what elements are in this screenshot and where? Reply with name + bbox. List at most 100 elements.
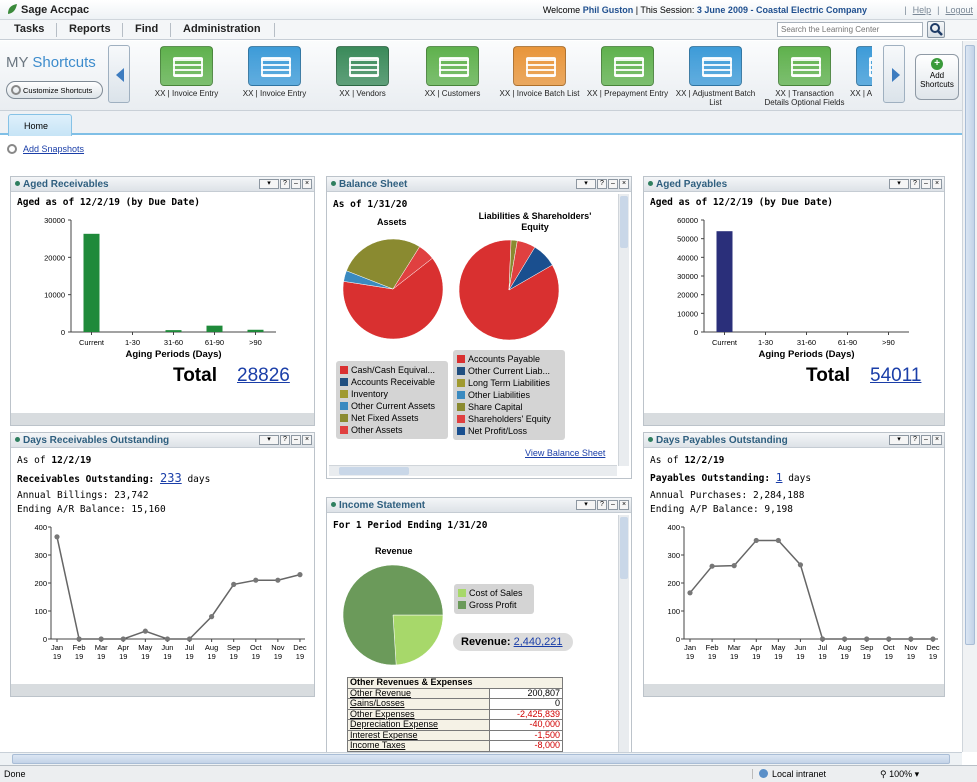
close-icon[interactable]: × <box>619 500 629 510</box>
row-label[interactable]: Other Revenue <box>347 687 490 699</box>
aged-receivables-panel: Aged Receivables ▾? – × Aged as of 12/2/19 … <box>10 176 315 426</box>
x-tick-label: >90 <box>249 338 262 347</box>
help-icon[interactable]: ? <box>597 179 607 189</box>
legend-swatch <box>340 402 348 410</box>
row-label[interactable]: Other Expenses <box>347 708 490 720</box>
table-row: Other Revenue 200,807 <box>347 687 564 699</box>
row-label[interactable]: Interest Expense <box>347 729 490 741</box>
horizontal-scrollbar[interactable] <box>329 465 617 476</box>
legend-swatch <box>457 391 465 399</box>
panel-menu-button[interactable]: ▾ <box>259 179 279 189</box>
logout-link[interactable]: Logout <box>945 5 973 15</box>
tab-home[interactable]: Home <box>8 114 72 136</box>
menu-reports[interactable]: Reports <box>69 23 111 35</box>
panel-menu-button[interactable]: ▾ <box>889 435 909 445</box>
data-point <box>775 537 781 544</box>
menu-administration[interactable]: Administration <box>183 23 261 35</box>
y-tick-label: 200 <box>667 579 680 588</box>
help-icon[interactable]: ? <box>910 435 920 445</box>
total-value[interactable]: 54011 <box>870 365 922 386</box>
minimize-icon[interactable]: – <box>608 500 618 510</box>
view-balance-sheet-link[interactable]: View Balance Sheet <box>525 448 606 458</box>
help-link[interactable]: Help <box>912 5 932 15</box>
close-icon[interactable]: × <box>932 179 942 189</box>
legend-swatch <box>457 355 465 363</box>
period-label: For 1 Period Ending 1/31/20 <box>333 520 488 531</box>
data-point <box>231 581 237 587</box>
row-label[interactable]: Gains/Losses <box>347 698 490 710</box>
panel-menu-button[interactable]: ▾ <box>576 500 596 510</box>
shortcuts-scroll-left-button[interactable] <box>108 45 130 103</box>
x-tick-label: 19 <box>686 652 694 661</box>
magnifier-icon: ⚲ <box>880 769 890 779</box>
legend-entry: Other Current Assets <box>340 400 444 412</box>
help-icon[interactable]: ? <box>597 500 607 510</box>
minimize-icon[interactable]: – <box>608 179 618 189</box>
shortcut-label: XX | Adj <box>850 89 872 98</box>
shortcuts-scroll-right-button[interactable] <box>883 45 905 103</box>
panel-menu-button[interactable]: ▾ <box>889 179 909 189</box>
search-input[interactable] <box>777 22 923 37</box>
minimize-icon[interactable]: – <box>291 179 301 189</box>
ending-ar-balance: Ending A/R Balance: 15,160 <box>17 504 166 515</box>
shortcut-icon <box>778 46 831 86</box>
minimize-icon[interactable]: – <box>921 179 931 189</box>
help-icon[interactable]: ? <box>280 435 290 445</box>
shortcut-item[interactable]: XX | Adj <box>850 46 872 98</box>
y-tick-label: 50000 <box>677 235 698 244</box>
revenue-value[interactable]: 2,440,221 <box>513 636 563 648</box>
dpo-line-chart: 4003002001000Jan19Feb19Mar19Apr19May19Ju… <box>667 523 940 661</box>
page-horizontal-scrollbar[interactable] <box>0 752 962 765</box>
minimize-icon[interactable]: – <box>291 435 301 445</box>
close-icon[interactable]: × <box>302 435 312 445</box>
shortcut-item[interactable]: XX | Adjustment Batch List <box>673 46 758 107</box>
x-tick-label: Mar <box>728 643 741 652</box>
panel-title: Days Receivables Outstanding <box>15 435 169 446</box>
page-vertical-scrollbar[interactable] <box>962 41 977 752</box>
x-tick-label: Jul <box>185 643 195 652</box>
row-label[interactable]: Income Taxes <box>347 740 490 752</box>
data-point <box>886 636 892 642</box>
shortcut-item[interactable]: XX | Invoice Entry <box>144 46 229 98</box>
shortcut-item[interactable]: XX | Transaction Details Optional Fields <box>762 46 847 107</box>
panel-controls: ▾? – × <box>258 179 312 190</box>
close-icon[interactable]: × <box>619 179 629 189</box>
close-icon[interactable]: × <box>302 179 312 189</box>
panel-menu-button[interactable]: ▾ <box>259 435 279 445</box>
shortcut-item[interactable]: XX | Vendors <box>320 46 405 98</box>
panel-menu-button[interactable]: ▾ <box>576 179 596 189</box>
add-snapshots-link[interactable]: Add Snapshots <box>7 144 84 154</box>
shortcut-item[interactable]: XX | Customers <box>410 46 495 98</box>
shortcut-item[interactable]: XX | Invoice Batch List <box>497 46 582 98</box>
legend-swatch <box>458 601 466 609</box>
shortcut-item[interactable]: XX | Prepayment Entry <box>585 46 670 98</box>
x-tick-label: Apr <box>117 643 129 652</box>
x-tick-label: 61-90 <box>838 338 857 347</box>
total-value[interactable]: 28826 <box>237 365 290 386</box>
menu-find[interactable]: Find <box>135 23 159 35</box>
x-tick-label: 19 <box>885 652 893 661</box>
customize-shortcuts-button[interactable]: Customize Shortcuts <box>6 81 103 99</box>
x-tick-label: 19 <box>75 652 83 661</box>
add-shortcuts-button[interactable]: + Add Shortcuts <box>915 54 959 100</box>
menu-tasks[interactable]: Tasks <box>14 23 45 35</box>
help-icon[interactable]: ? <box>280 179 290 189</box>
dpo-value[interactable]: 1 <box>775 471 783 484</box>
close-icon[interactable]: × <box>932 435 942 445</box>
x-tick-label: Dec <box>926 643 940 652</box>
zoom-level[interactable]: ⚲ 100% ▾ <box>880 769 920 779</box>
form-icon <box>349 57 379 77</box>
search-button[interactable] <box>927 21 945 38</box>
legend-label: Gross Profit <box>469 600 517 610</box>
x-tick-label: Mar <box>95 643 108 652</box>
row-label[interactable]: Depreciation Expense <box>347 719 490 731</box>
shortcut-label: XX | Transaction Details Optional Fields <box>764 89 845 107</box>
vertical-scrollbar[interactable] <box>618 194 629 466</box>
help-icon[interactable]: ? <box>910 179 920 189</box>
minimize-icon[interactable]: – <box>921 435 931 445</box>
dso-value[interactable]: 233 <box>160 471 182 485</box>
panel-subtitle: Aged as of 12/2/19 (by Due Date) <box>17 197 201 208</box>
panel-controls: ▾? – × <box>888 435 942 446</box>
shortcut-item[interactable]: XX | Invoice Entry <box>232 46 317 98</box>
vertical-scrollbar[interactable] <box>618 515 629 754</box>
